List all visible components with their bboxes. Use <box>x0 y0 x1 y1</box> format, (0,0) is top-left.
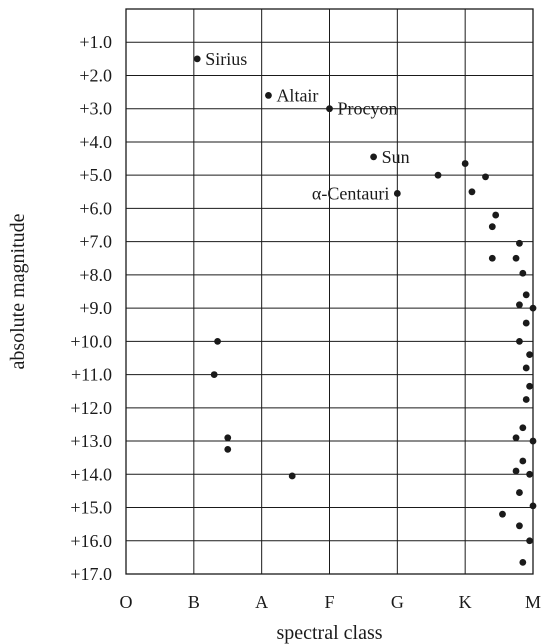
star-point <box>519 424 527 432</box>
star-point <box>468 188 476 196</box>
y-tick-label: +1.0 <box>79 32 112 52</box>
star-point <box>519 457 527 465</box>
x-tick-label: K <box>459 592 472 612</box>
y-tick-label: +3.0 <box>79 99 112 119</box>
y-axis-label: absolute magnitude <box>7 213 29 369</box>
star-point <box>224 434 232 442</box>
star-point <box>519 269 527 277</box>
y-tick-label: +12.0 <box>70 398 112 418</box>
y-tick-label: +6.0 <box>79 198 112 218</box>
star-point <box>434 171 442 179</box>
star-point <box>488 254 496 262</box>
grid-lines <box>126 9 533 575</box>
y-tick-label: +2.0 <box>79 65 112 85</box>
star-point <box>214 337 221 345</box>
star-point <box>516 489 523 496</box>
y-tick-labels: +1.0 +2.0 +3.0 +4.0 +5.0 +6.0 +7.0 +8.0 +9.0 +10.… <box>70 32 112 584</box>
star-point <box>512 254 520 262</box>
star-point <box>492 211 500 219</box>
y-tick-label: +5.0 <box>79 165 112 185</box>
y-tick-label: +10.0 <box>70 331 112 351</box>
star-point <box>522 364 530 372</box>
star-point <box>526 382 534 390</box>
star-point <box>526 351 534 359</box>
y-tick-label: +15.0 <box>70 498 112 518</box>
star-point <box>393 190 401 197</box>
star-point <box>516 337 523 345</box>
star-point <box>488 223 496 231</box>
x-tick-label: B <box>188 592 200 612</box>
star-label: α-Centauri <box>312 183 389 203</box>
y-tick-label: +9.0 <box>79 298 112 318</box>
star-point <box>526 470 534 478</box>
star-point <box>516 239 523 247</box>
star-labels: Sirius Altair Procyon Sun α-Centauri <box>205 49 409 204</box>
star-label: Procyon <box>338 99 398 119</box>
star-point <box>529 437 537 445</box>
star-point <box>526 537 534 545</box>
y-tick-label: +14.0 <box>70 464 112 484</box>
star-point <box>499 510 506 518</box>
star-point <box>193 55 201 63</box>
star-point <box>288 472 296 480</box>
x-tick-label: M <box>525 592 541 612</box>
star-point <box>224 445 232 453</box>
star-label: Sirius <box>205 49 247 69</box>
star-point <box>519 558 527 566</box>
star-point <box>516 522 523 530</box>
x-axis-label: spectral class <box>276 622 382 644</box>
y-tick-label: +7.0 <box>79 232 112 252</box>
star-point <box>265 92 272 99</box>
y-tick-label: +4.0 <box>79 132 112 152</box>
star-point <box>522 291 530 299</box>
star-point <box>210 371 218 378</box>
data-points <box>193 55 537 566</box>
x-tick-label: A <box>255 592 268 612</box>
star-label: Altair <box>276 85 318 105</box>
star-point <box>512 467 520 475</box>
x-tick-label: O <box>120 592 133 612</box>
star-point <box>522 319 530 327</box>
plot-frame <box>125 8 534 575</box>
star-point <box>326 105 333 113</box>
y-tick-label: +16.0 <box>70 531 112 551</box>
y-tick-label: +11.0 <box>71 365 112 385</box>
star-point <box>461 160 469 167</box>
star-point <box>370 153 377 161</box>
y-tick-label: +17.0 <box>70 564 112 584</box>
star-point <box>529 502 537 510</box>
star-point <box>512 434 520 442</box>
x-tick-label: G <box>391 592 404 612</box>
star-point <box>529 304 537 312</box>
star-point <box>522 396 530 403</box>
star-point <box>482 173 489 181</box>
star-point <box>516 301 523 309</box>
star-label: Sun <box>382 147 410 167</box>
y-tick-label: +8.0 <box>79 265 112 285</box>
x-tick-label: F <box>324 592 334 612</box>
y-tick-label: +13.0 <box>70 431 112 451</box>
